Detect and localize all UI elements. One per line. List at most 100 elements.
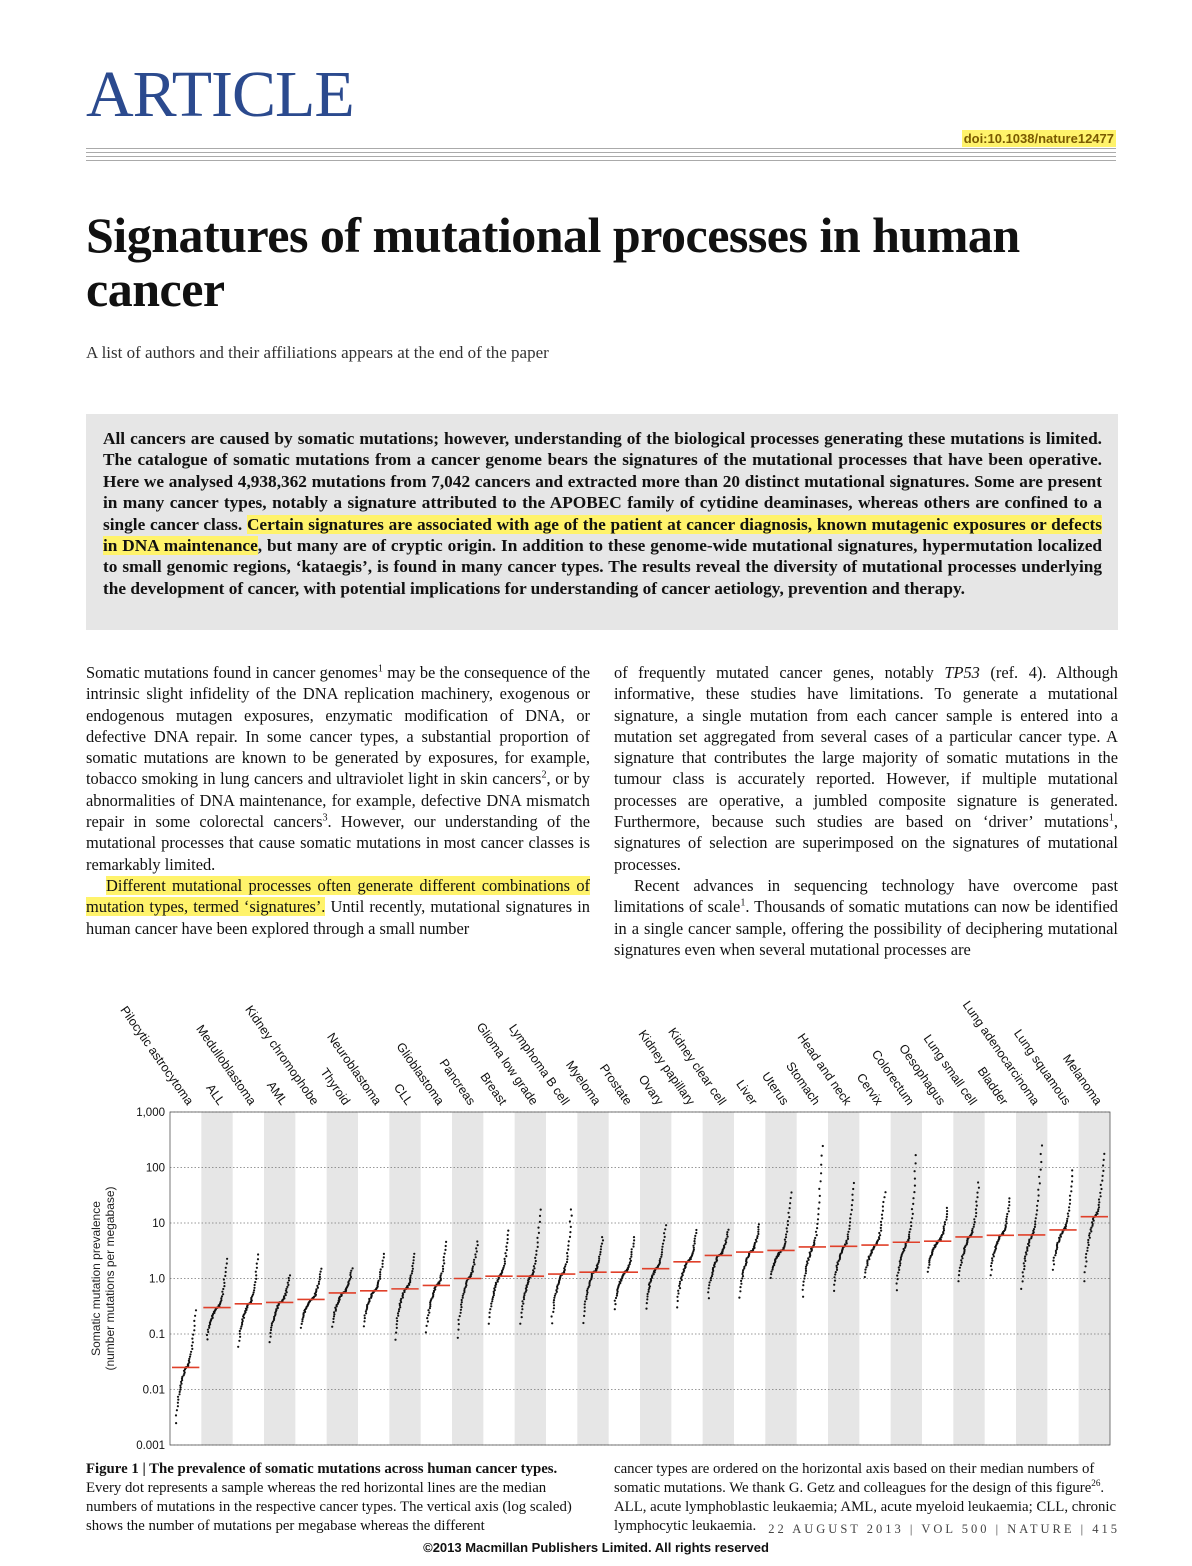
sample-point	[1025, 1253, 1028, 1256]
article-title: Signatures of mutational processes in hu…	[86, 207, 1020, 317]
sample-point	[908, 1233, 911, 1236]
reference-superscript[interactable]: 1	[740, 897, 746, 909]
sample-point	[253, 1286, 256, 1289]
sample-point	[757, 1225, 760, 1229]
sample-point	[522, 1302, 525, 1305]
sample-point	[1032, 1228, 1036, 1231]
sample-point	[192, 1333, 195, 1336]
sample-point	[270, 1324, 273, 1327]
sample-point	[972, 1225, 975, 1228]
sample-point	[461, 1296, 464, 1299]
sample-point	[661, 1242, 665, 1245]
sample-point	[537, 1226, 540, 1229]
sample-point	[708, 1284, 711, 1287]
sample-point	[722, 1244, 726, 1247]
sample-point	[786, 1223, 790, 1226]
sample-point	[409, 1276, 412, 1279]
sample-point	[835, 1266, 839, 1269]
sample-point	[1068, 1209, 1071, 1212]
abstract-box: All cancers are caused by somatic mutati…	[86, 414, 1118, 630]
sample-point	[457, 1323, 460, 1326]
sample-point	[566, 1252, 569, 1255]
sample-point	[845, 1239, 848, 1242]
sample-point	[902, 1247, 905, 1251]
caption-text: . ALL, acute lymphoblastic leukaemia; AM…	[614, 1480, 1117, 1534]
sample-point	[430, 1298, 433, 1301]
sample-point	[334, 1306, 337, 1309]
abstract-part-1: All cancers are caused by somatic mutati…	[103, 429, 1102, 534]
sample-point	[648, 1286, 651, 1290]
reference-superscript[interactable]: 2	[541, 770, 547, 782]
sample-point	[660, 1253, 663, 1256]
sample-point	[770, 1273, 773, 1276]
sample-point	[257, 1253, 260, 1256]
sample-point	[777, 1251, 780, 1254]
sample-point	[1097, 1198, 1101, 1201]
sample-point	[849, 1213, 853, 1216]
sample-point	[180, 1382, 183, 1385]
sample-point	[507, 1229, 510, 1232]
sample-point	[851, 1199, 854, 1202]
sample-point	[194, 1314, 197, 1317]
sample-point	[193, 1329, 196, 1332]
sample-point	[319, 1270, 322, 1273]
sample-point	[803, 1274, 806, 1277]
sample-point	[783, 1238, 787, 1241]
sample-point	[320, 1267, 323, 1270]
sample-point	[990, 1268, 993, 1271]
sample-point	[974, 1215, 978, 1218]
sample-point	[1008, 1200, 1011, 1203]
sample-point	[725, 1237, 728, 1240]
sample-point	[494, 1281, 497, 1284]
y-axis-title: Somatic mutation prevalence	[89, 1201, 103, 1356]
sample-point	[568, 1235, 572, 1238]
sample-point	[898, 1268, 901, 1271]
header-rule-4	[86, 160, 1116, 161]
sample-point	[441, 1265, 444, 1268]
sample-point	[470, 1271, 473, 1275]
category-label: Medulloblastoma	[193, 1022, 259, 1107]
sample-point	[1097, 1206, 1101, 1209]
sample-point	[565, 1260, 569, 1264]
sample-point	[191, 1347, 194, 1350]
sample-point	[863, 1275, 866, 1279]
sample-point	[960, 1261, 963, 1264]
sample-point	[991, 1257, 994, 1260]
sample-point	[238, 1339, 241, 1342]
caption-separator: |	[138, 1461, 150, 1477]
sample-point	[287, 1276, 290, 1280]
sample-point	[1022, 1262, 1025, 1265]
sample-point	[412, 1262, 415, 1265]
sample-point	[1056, 1246, 1059, 1249]
sample-point	[1024, 1259, 1027, 1262]
sample-point	[569, 1231, 572, 1234]
doi-link[interactable]: doi:10.1038/nature12477	[961, 130, 1116, 147]
sample-point	[897, 1266, 900, 1269]
sample-point	[459, 1308, 462, 1311]
sample-point	[176, 1395, 180, 1398]
sample-point	[551, 1322, 554, 1325]
sample-point	[743, 1267, 746, 1270]
reference-superscript[interactable]: 1	[1108, 812, 1114, 824]
sample-point	[808, 1251, 811, 1254]
sample-point	[191, 1341, 194, 1344]
reference-superscript[interactable]: 1	[377, 663, 383, 675]
sample-point	[806, 1260, 809, 1263]
sample-point	[207, 1330, 210, 1334]
sample-point	[945, 1213, 949, 1216]
sample-point	[880, 1229, 883, 1232]
sample-point	[680, 1275, 683, 1278]
sample-point	[253, 1289, 256, 1292]
reference-superscript[interactable]: 3	[322, 812, 328, 824]
sample-point	[814, 1236, 817, 1240]
sample-point	[506, 1241, 509, 1244]
sample-point	[802, 1280, 805, 1283]
sample-point	[597, 1261, 600, 1264]
sample-point	[1008, 1204, 1011, 1207]
sample-point	[770, 1270, 773, 1273]
sample-point	[1095, 1211, 1098, 1214]
sample-point	[756, 1236, 759, 1240]
sample-point	[958, 1266, 962, 1269]
reference-superscript[interactable]: 26	[1091, 1478, 1101, 1489]
sample-point	[534, 1256, 537, 1259]
